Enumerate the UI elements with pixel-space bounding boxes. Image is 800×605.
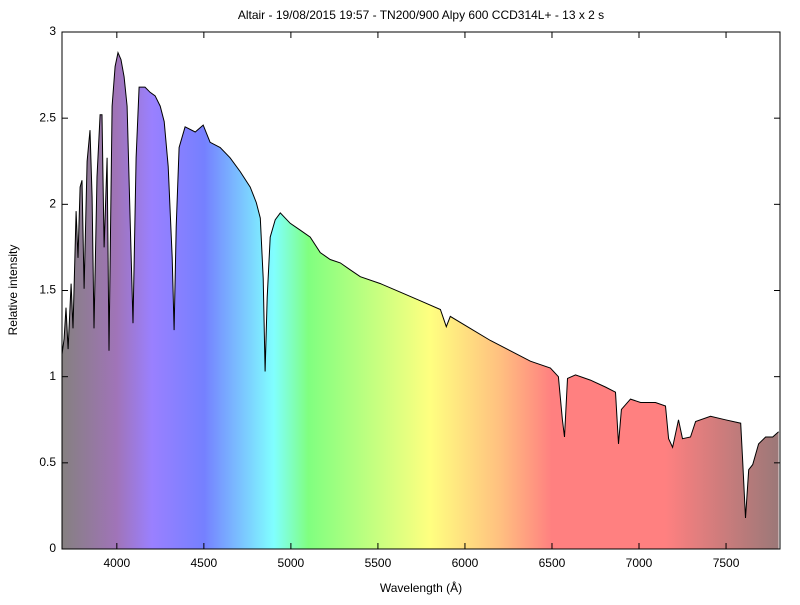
x-tick-label: 5000 xyxy=(278,556,305,570)
y-axis-label: Relative intensity xyxy=(6,245,20,336)
x-tick-label: 4000 xyxy=(103,556,130,570)
y-tick-label: 3 xyxy=(49,24,56,38)
x-tick-label: 7000 xyxy=(626,556,653,570)
y-tick-label: 2.5 xyxy=(39,110,56,124)
plot-area xyxy=(61,51,779,549)
x-tick-label: 5500 xyxy=(365,556,392,570)
x-tick-label: 4500 xyxy=(191,556,218,570)
x-tick-label: 7500 xyxy=(713,556,740,570)
y-tick-label: 1.5 xyxy=(39,283,56,297)
y-tick-label: 1 xyxy=(49,369,56,383)
x-tick-label: 6000 xyxy=(452,556,479,570)
chart-title: Altair - 19/08/2015 19:57 - TN200/900 Al… xyxy=(238,8,604,22)
spectrum-line xyxy=(61,51,779,519)
x-axis-label: Wavelength (Å) xyxy=(380,580,462,595)
y-tick-label: 0 xyxy=(49,541,56,555)
y-tick-label: 2 xyxy=(49,197,56,211)
y-tick-label: 0.5 xyxy=(39,455,56,469)
x-tick-label: 6500 xyxy=(539,556,566,570)
